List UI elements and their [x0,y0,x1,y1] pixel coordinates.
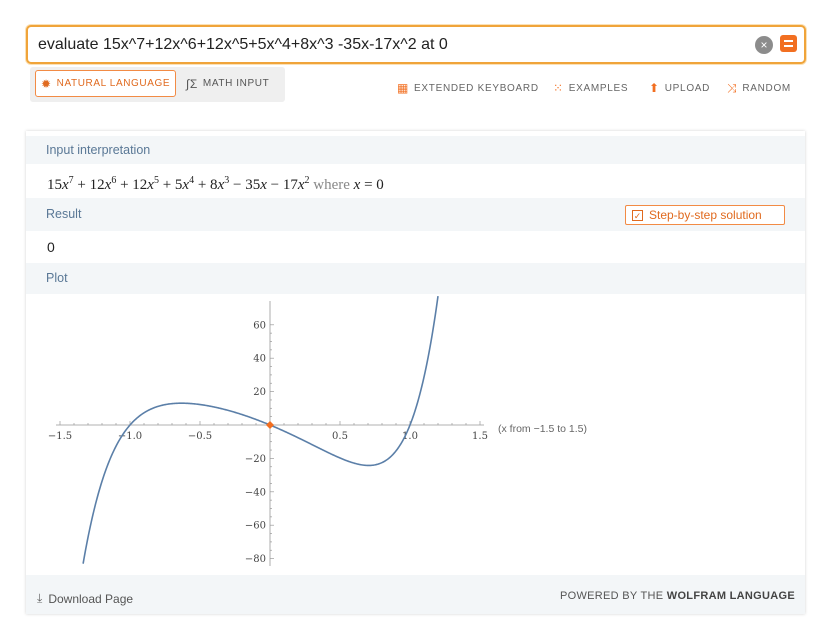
powered-brand: WOLFRAM LANGUAGE [666,590,795,602]
extended-keyboard-label: EXTENDED KEYBOARD [414,82,539,94]
function-curve [82,296,439,564]
random-button[interactable]: ⤨ RANDOM [727,81,791,96]
search-input[interactable] [38,34,738,56]
pod-title-interpretation: Input interpretation [26,136,805,164]
powered-by: POWERED BY THE WOLFRAM LANGUAGE [560,590,795,602]
keyboard-icon: ▦ [397,81,410,95]
upload-button[interactable]: ⬆ UPLOAD [649,81,710,95]
download-page-label: Download Page [48,591,134,606]
plot-ticks: −1.5 −1.0 −0.5 0.5 1.0 1.5 60 40 20 −20 −40 −60 −80 [48,320,488,565]
evaluated-point [266,421,274,429]
checkbox-icon: ✓ [632,209,643,221]
natural-language-tab[interactable]: ✹ NATURAL LANGUAGE [35,70,176,97]
grid-dots-icon: ⁙ [553,81,564,95]
random-label: RANDOM [742,83,791,94]
step-by-step-button[interactable]: ✓ Step-by-step solution [625,205,785,225]
math-input-label: MATH INPUT [202,78,270,89]
interpretation-formula: 15x7 + 12x6 + 12x5 + 5x4 + 8x3 − 35x − 1… [26,164,805,198]
search-box[interactable]: × [26,25,806,64]
extended-keyboard-button[interactable]: ▦ EXTENDED KEYBOARD [397,81,539,95]
function-plot: −1.5 −1.0 −0.5 0.5 1.0 1.5604020−20−40−60−80 … [48,296,587,566]
upload-label: UPLOAD [664,82,711,94]
y-tick-label: 40 [253,354,266,365]
y-tick-label: −40 [245,487,266,498]
x-tick-label: −1.5 [48,431,72,442]
x-tick-label: −1.0 [118,431,142,442]
x-tick-label: −0.5 [188,431,212,442]
gear-sun-icon: ✹ [41,76,52,91]
y-tick-label: −20 [245,454,266,465]
x-range-note: (x from −1.5 to 1.5) [498,423,587,435]
y-tick-label: −80 [245,554,266,565]
natural-language-label: NATURAL LANGUAGE [56,78,171,89]
step-by-step-label: Step-by-step solution [649,208,762,222]
upload-icon: ⬆ [649,81,660,95]
where-word: where [313,177,350,193]
shuffle-icon: ⤨ [727,81,738,95]
y-tick-label: −60 [245,521,266,532]
compute-button[interactable] [780,35,797,52]
examples-label: EXAMPLES [568,82,629,94]
x-tick-label: 1.0 [402,431,418,442]
page-footer: ⤓ Download Page POWERED BY THE WOLFRAM L… [26,575,805,614]
y-tick-label: 20 [253,387,266,398]
x-tick-label: 1.5 [472,431,488,442]
x-tick-label: 0.5 [332,431,348,442]
math-symbols-icon: ∫Σ [186,76,198,91]
y-tick-label: 60 [253,320,266,331]
plot-points [266,421,274,429]
input-mode-bar: ✹ NATURAL LANGUAGE ∫Σ MATH INPUT [30,67,285,102]
download-icon: ⤓ [37,591,43,605]
result-value: 0 [26,231,805,263]
pod-title-plot: Plot [26,263,805,294]
examples-button[interactable]: ⁙ EXAMPLES [553,81,628,95]
powered-prefix: POWERED BY THE [559,590,664,602]
math-input-tab[interactable]: ∫Σ MATH INPUT [184,70,284,97]
clear-icon[interactable]: × [755,36,773,54]
results-panel: Input interpretation 15x7 + 12x6 + 12x5 … [26,131,805,614]
download-page-link[interactable]: ⤓ Download Page [37,591,133,606]
